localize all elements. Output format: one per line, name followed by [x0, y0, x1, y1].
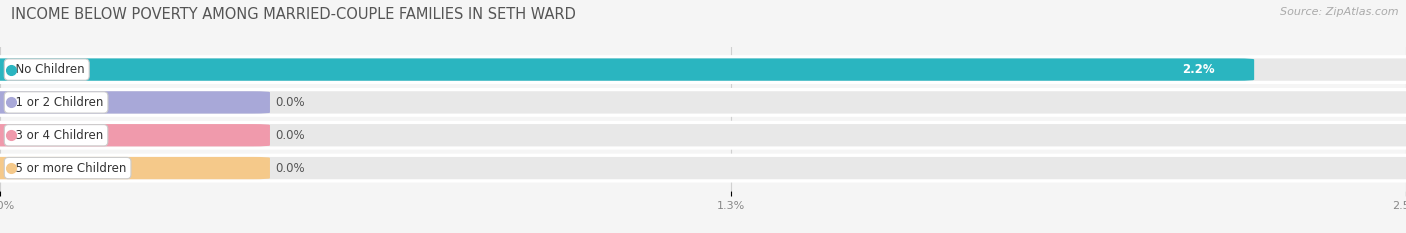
Text: Source: ZipAtlas.com: Source: ZipAtlas.com — [1281, 7, 1399, 17]
FancyBboxPatch shape — [0, 121, 1406, 150]
FancyBboxPatch shape — [0, 88, 1406, 117]
FancyBboxPatch shape — [0, 58, 1254, 81]
FancyBboxPatch shape — [0, 91, 270, 113]
Text: 1 or 2 Children: 1 or 2 Children — [8, 96, 104, 109]
FancyBboxPatch shape — [0, 157, 270, 179]
FancyBboxPatch shape — [0, 124, 1406, 146]
Text: INCOME BELOW POVERTY AMONG MARRIED-COUPLE FAMILIES IN SETH WARD: INCOME BELOW POVERTY AMONG MARRIED-COUPL… — [11, 7, 576, 22]
Text: No Children: No Children — [8, 63, 84, 76]
Text: 3 or 4 Children: 3 or 4 Children — [8, 129, 104, 142]
Text: 5 or more Children: 5 or more Children — [8, 161, 127, 175]
FancyBboxPatch shape — [0, 91, 1406, 113]
Text: 0.0%: 0.0% — [276, 161, 305, 175]
FancyBboxPatch shape — [0, 55, 1406, 84]
Text: 0.0%: 0.0% — [276, 129, 305, 142]
Text: 0.0%: 0.0% — [276, 96, 305, 109]
FancyBboxPatch shape — [0, 154, 1406, 182]
FancyBboxPatch shape — [0, 157, 1406, 179]
Text: 2.2%: 2.2% — [1182, 63, 1215, 76]
FancyBboxPatch shape — [0, 58, 1406, 81]
FancyBboxPatch shape — [0, 124, 270, 146]
